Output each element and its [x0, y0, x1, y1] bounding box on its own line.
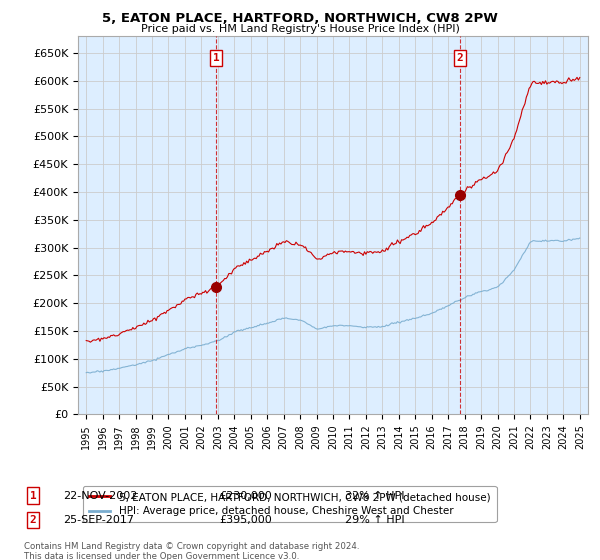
Legend: 5, EATON PLACE, HARTFORD, NORTHWICH, CW8 2PW (detached house), HPI: Average pric: 5, EATON PLACE, HARTFORD, NORTHWICH, CW8…	[83, 486, 497, 522]
Text: Price paid vs. HM Land Registry's House Price Index (HPI): Price paid vs. HM Land Registry's House …	[140, 24, 460, 34]
Text: Contains HM Land Registry data © Crown copyright and database right 2024.
This d: Contains HM Land Registry data © Crown c…	[24, 542, 359, 560]
Text: £230,000: £230,000	[219, 491, 272, 501]
Text: 25-SEP-2017: 25-SEP-2017	[63, 515, 134, 525]
Text: 2: 2	[457, 53, 464, 63]
Text: 5, EATON PLACE, HARTFORD, NORTHWICH, CW8 2PW: 5, EATON PLACE, HARTFORD, NORTHWICH, CW8…	[102, 12, 498, 25]
Text: 1: 1	[212, 53, 220, 63]
Text: 29% ↑ HPI: 29% ↑ HPI	[345, 515, 404, 525]
Text: 1: 1	[29, 491, 37, 501]
Text: 32% ↑ HPI: 32% ↑ HPI	[345, 491, 404, 501]
Text: 2: 2	[29, 515, 37, 525]
Text: £395,000: £395,000	[219, 515, 272, 525]
Text: 22-NOV-2002: 22-NOV-2002	[63, 491, 137, 501]
